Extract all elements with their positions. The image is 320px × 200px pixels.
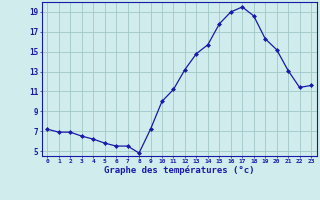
X-axis label: Graphe des températures (°c): Graphe des températures (°c)	[104, 166, 254, 175]
